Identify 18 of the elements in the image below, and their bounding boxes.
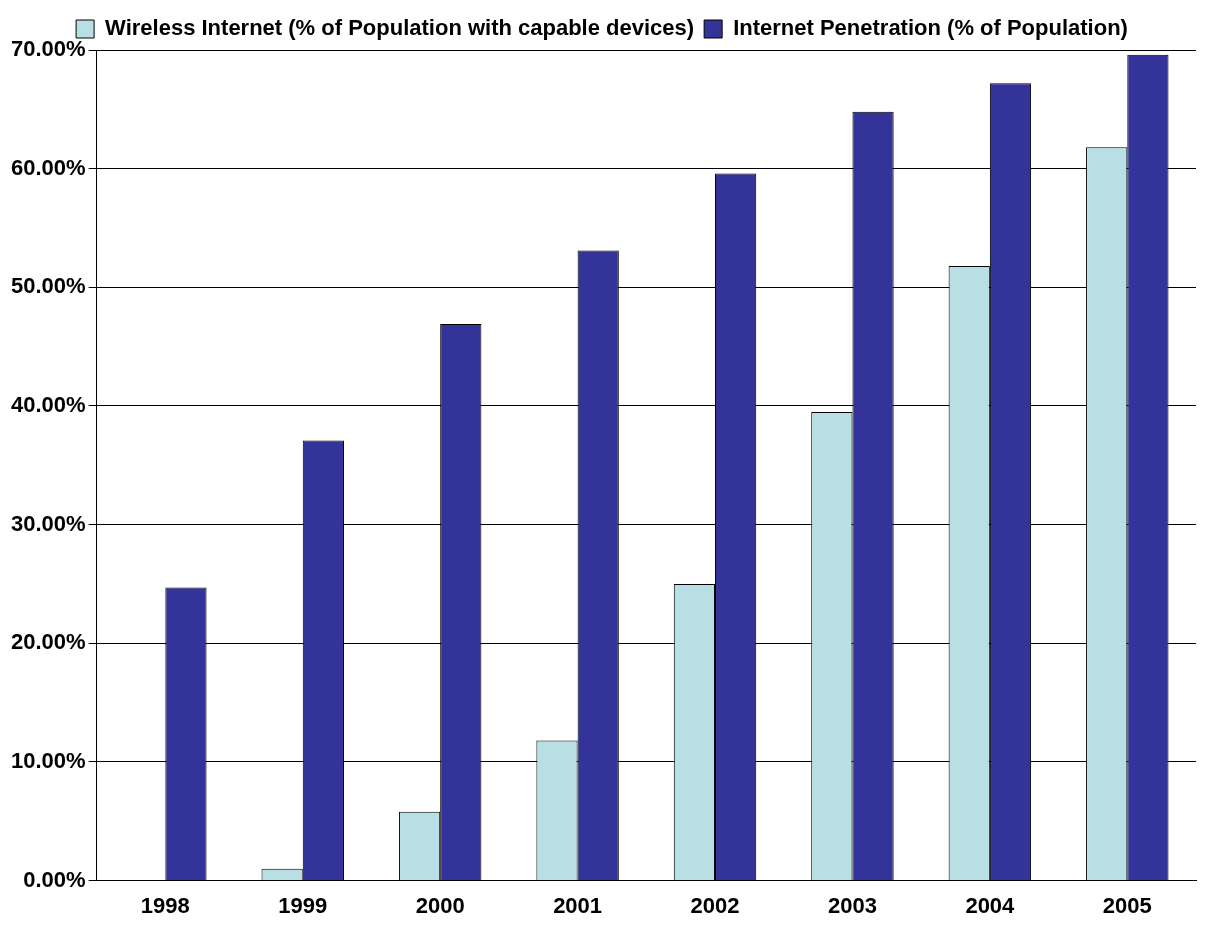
y-tick-label: 40.00%: [10, 392, 86, 418]
x-tick-label: 2004: [965, 892, 1016, 918]
x-tick-label: 1998: [140, 892, 190, 918]
y-tick-label: 0.00%: [23, 866, 86, 892]
x-tick-label: 2003: [827, 892, 877, 918]
x-tick-label: 2000: [415, 892, 465, 918]
y-tick-label: 60.00%: [10, 154, 86, 180]
y-tick-label: 30.00%: [10, 510, 86, 536]
x-tick-label: 2005: [1102, 892, 1152, 918]
x-tick-label: 1999: [278, 892, 328, 918]
x-tick-label: 2002: [690, 892, 740, 918]
y-tick-label: 50.00%: [10, 273, 86, 299]
y-tick-label: 20.00%: [10, 629, 86, 655]
y-tick-label: 70.00%: [10, 36, 86, 62]
legend-label: Internet Penetration (% of Population): [733, 15, 1128, 41]
y-tick-label: 10.00%: [10, 748, 86, 774]
legend-label: Wireless Internet (% of Population with capable devices): [105, 15, 695, 41]
x-tick-label: 2001: [553, 892, 603, 918]
